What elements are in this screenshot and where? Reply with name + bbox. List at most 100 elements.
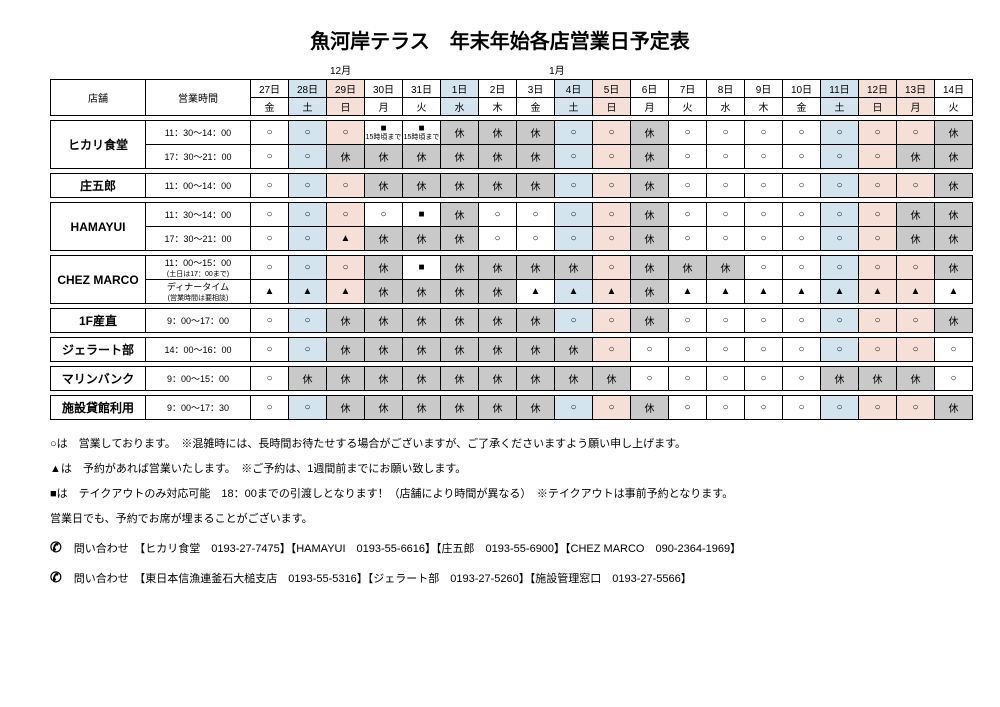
schedule-cell: 休	[479, 145, 517, 169]
schedule-cell: ○	[783, 145, 821, 169]
schedule-cell: ○	[593, 309, 631, 333]
schedule-cell: ○	[783, 174, 821, 198]
schedule-cell: ○	[783, 121, 821, 145]
schedule-cell: ○	[669, 367, 707, 391]
schedule-cell: 休	[327, 338, 365, 362]
month-jan: 1月	[549, 62, 565, 77]
schedule-cell: ○	[745, 121, 783, 145]
schedule-cell: ○	[745, 203, 783, 227]
schedule-cell: ○	[327, 203, 365, 227]
schedule-cell: ▲	[289, 280, 327, 304]
date-header: 6日	[631, 80, 669, 98]
schedule-cell: ○	[555, 174, 593, 198]
schedule-cell: ○	[897, 174, 935, 198]
schedule-cell: ○	[669, 309, 707, 333]
schedule-cell: ○	[707, 367, 745, 391]
schedule-cell: ▲	[745, 280, 783, 304]
schedule-cell: ○	[783, 367, 821, 391]
schedule-cell: 休	[479, 256, 517, 280]
schedule-cell: 休	[403, 145, 441, 169]
schedule-cell: ○	[251, 145, 289, 169]
schedule-cell: 休	[327, 367, 365, 391]
date-header: 29日	[327, 80, 365, 98]
schedule-cell: ○	[251, 338, 289, 362]
schedule-cell: ○	[593, 227, 631, 251]
date-header: 7日	[669, 80, 707, 98]
schedule-cell: ○	[479, 203, 517, 227]
dow-header: 日	[593, 98, 631, 116]
schedule-cell: ○	[859, 256, 897, 280]
hours-cell: 17：30～21：00	[146, 227, 251, 251]
schedule-cell: 休	[365, 145, 403, 169]
schedule-cell: 休	[403, 280, 441, 304]
hours-cell: 11：00～14：00	[146, 174, 251, 198]
dow-header: 水	[441, 98, 479, 116]
schedule-cell: 休	[935, 227, 973, 251]
schedule-cell: ○	[897, 256, 935, 280]
schedule-cell: ○	[251, 396, 289, 420]
schedule-cell: 休	[479, 280, 517, 304]
date-header: 5日	[593, 80, 631, 98]
schedule-cell: ○	[251, 367, 289, 391]
dow-header: 火	[669, 98, 707, 116]
schedule-table: 店舗営業時間27日28日29日30日31日1日2日3日4日5日6日7日8日9日1…	[50, 79, 973, 420]
date-header: 31日	[403, 80, 441, 98]
header-hours: 営業時間	[146, 80, 251, 116]
note-line: ▲は 予約があれば営業いたします。 ※ご予約は、1週間前までにお願い致します。	[50, 459, 950, 480]
date-header: 2日	[479, 80, 517, 98]
schedule-cell: ○	[859, 121, 897, 145]
hours-cell: 17：30～21：00	[146, 145, 251, 169]
schedule-cell: ■15時頃まで	[403, 121, 441, 145]
schedule-cell: ○	[783, 396, 821, 420]
schedule-cell: ▲	[821, 280, 859, 304]
schedule-cell: 休	[517, 121, 555, 145]
schedule-cell: ○	[707, 145, 745, 169]
schedule-cell: ○	[479, 227, 517, 251]
page-title: 魚河岸テラス 年末年始各店営業日予定表	[50, 25, 950, 54]
schedule-cell: ▲	[327, 227, 365, 251]
schedule-cell: 休	[821, 367, 859, 391]
schedule-cell: 休	[517, 174, 555, 198]
schedule-cell: 休	[935, 309, 973, 333]
schedule-cell: ○	[859, 203, 897, 227]
schedule-cell: 休	[403, 227, 441, 251]
schedule-cell: ○	[251, 256, 289, 280]
dow-header: 金	[517, 98, 555, 116]
schedule-cell: ○	[593, 174, 631, 198]
contact-line: 問い合わせ 【ヒカリ食堂 0193-27-7475】【HAMAYUI 0193-…	[50, 534, 950, 561]
schedule-cell: 休	[631, 145, 669, 169]
header-store: 店舗	[51, 80, 146, 116]
schedule-cell: ○	[821, 338, 859, 362]
date-header: 3日	[517, 80, 555, 98]
schedule-cell: ○	[289, 256, 327, 280]
table-head: 店舗営業時間27日28日29日30日31日1日2日3日4日5日6日7日8日9日1…	[51, 80, 973, 116]
schedule-cell: 休	[441, 174, 479, 198]
schedule-cell: ○	[821, 145, 859, 169]
schedule-cell: ○	[783, 309, 821, 333]
schedule-cell: ○	[669, 227, 707, 251]
schedule-cell: 休	[593, 367, 631, 391]
schedule-cell: 休	[479, 367, 517, 391]
schedule-cell: ○	[631, 367, 669, 391]
schedule-cell: ○	[783, 256, 821, 280]
schedule-cell: ○	[517, 203, 555, 227]
schedule-cell: ○	[289, 121, 327, 145]
schedule-cell: ○	[631, 338, 669, 362]
schedule-cell: ▲	[517, 280, 555, 304]
schedule-cell: 休	[631, 256, 669, 280]
schedule-cell: ○	[669, 174, 707, 198]
schedule-cell: 休	[935, 121, 973, 145]
store-name: HAMAYUI	[51, 203, 146, 251]
schedule-cell: ○	[669, 145, 707, 169]
schedule-cell: 休	[669, 256, 707, 280]
date-header: 27日	[251, 80, 289, 98]
note-line: ■は テイクアウトのみ対応可能 18：00までの引渡しとなります！（店舗により時…	[50, 484, 950, 505]
schedule-cell: 休	[897, 203, 935, 227]
schedule-cell: ○	[517, 227, 555, 251]
schedule-cell: ▲	[593, 280, 631, 304]
schedule-cell: ○	[289, 338, 327, 362]
schedule-cell: 休	[327, 309, 365, 333]
schedule-cell: ○	[783, 227, 821, 251]
schedule-cell: 休	[441, 396, 479, 420]
schedule-cell: ○	[707, 121, 745, 145]
